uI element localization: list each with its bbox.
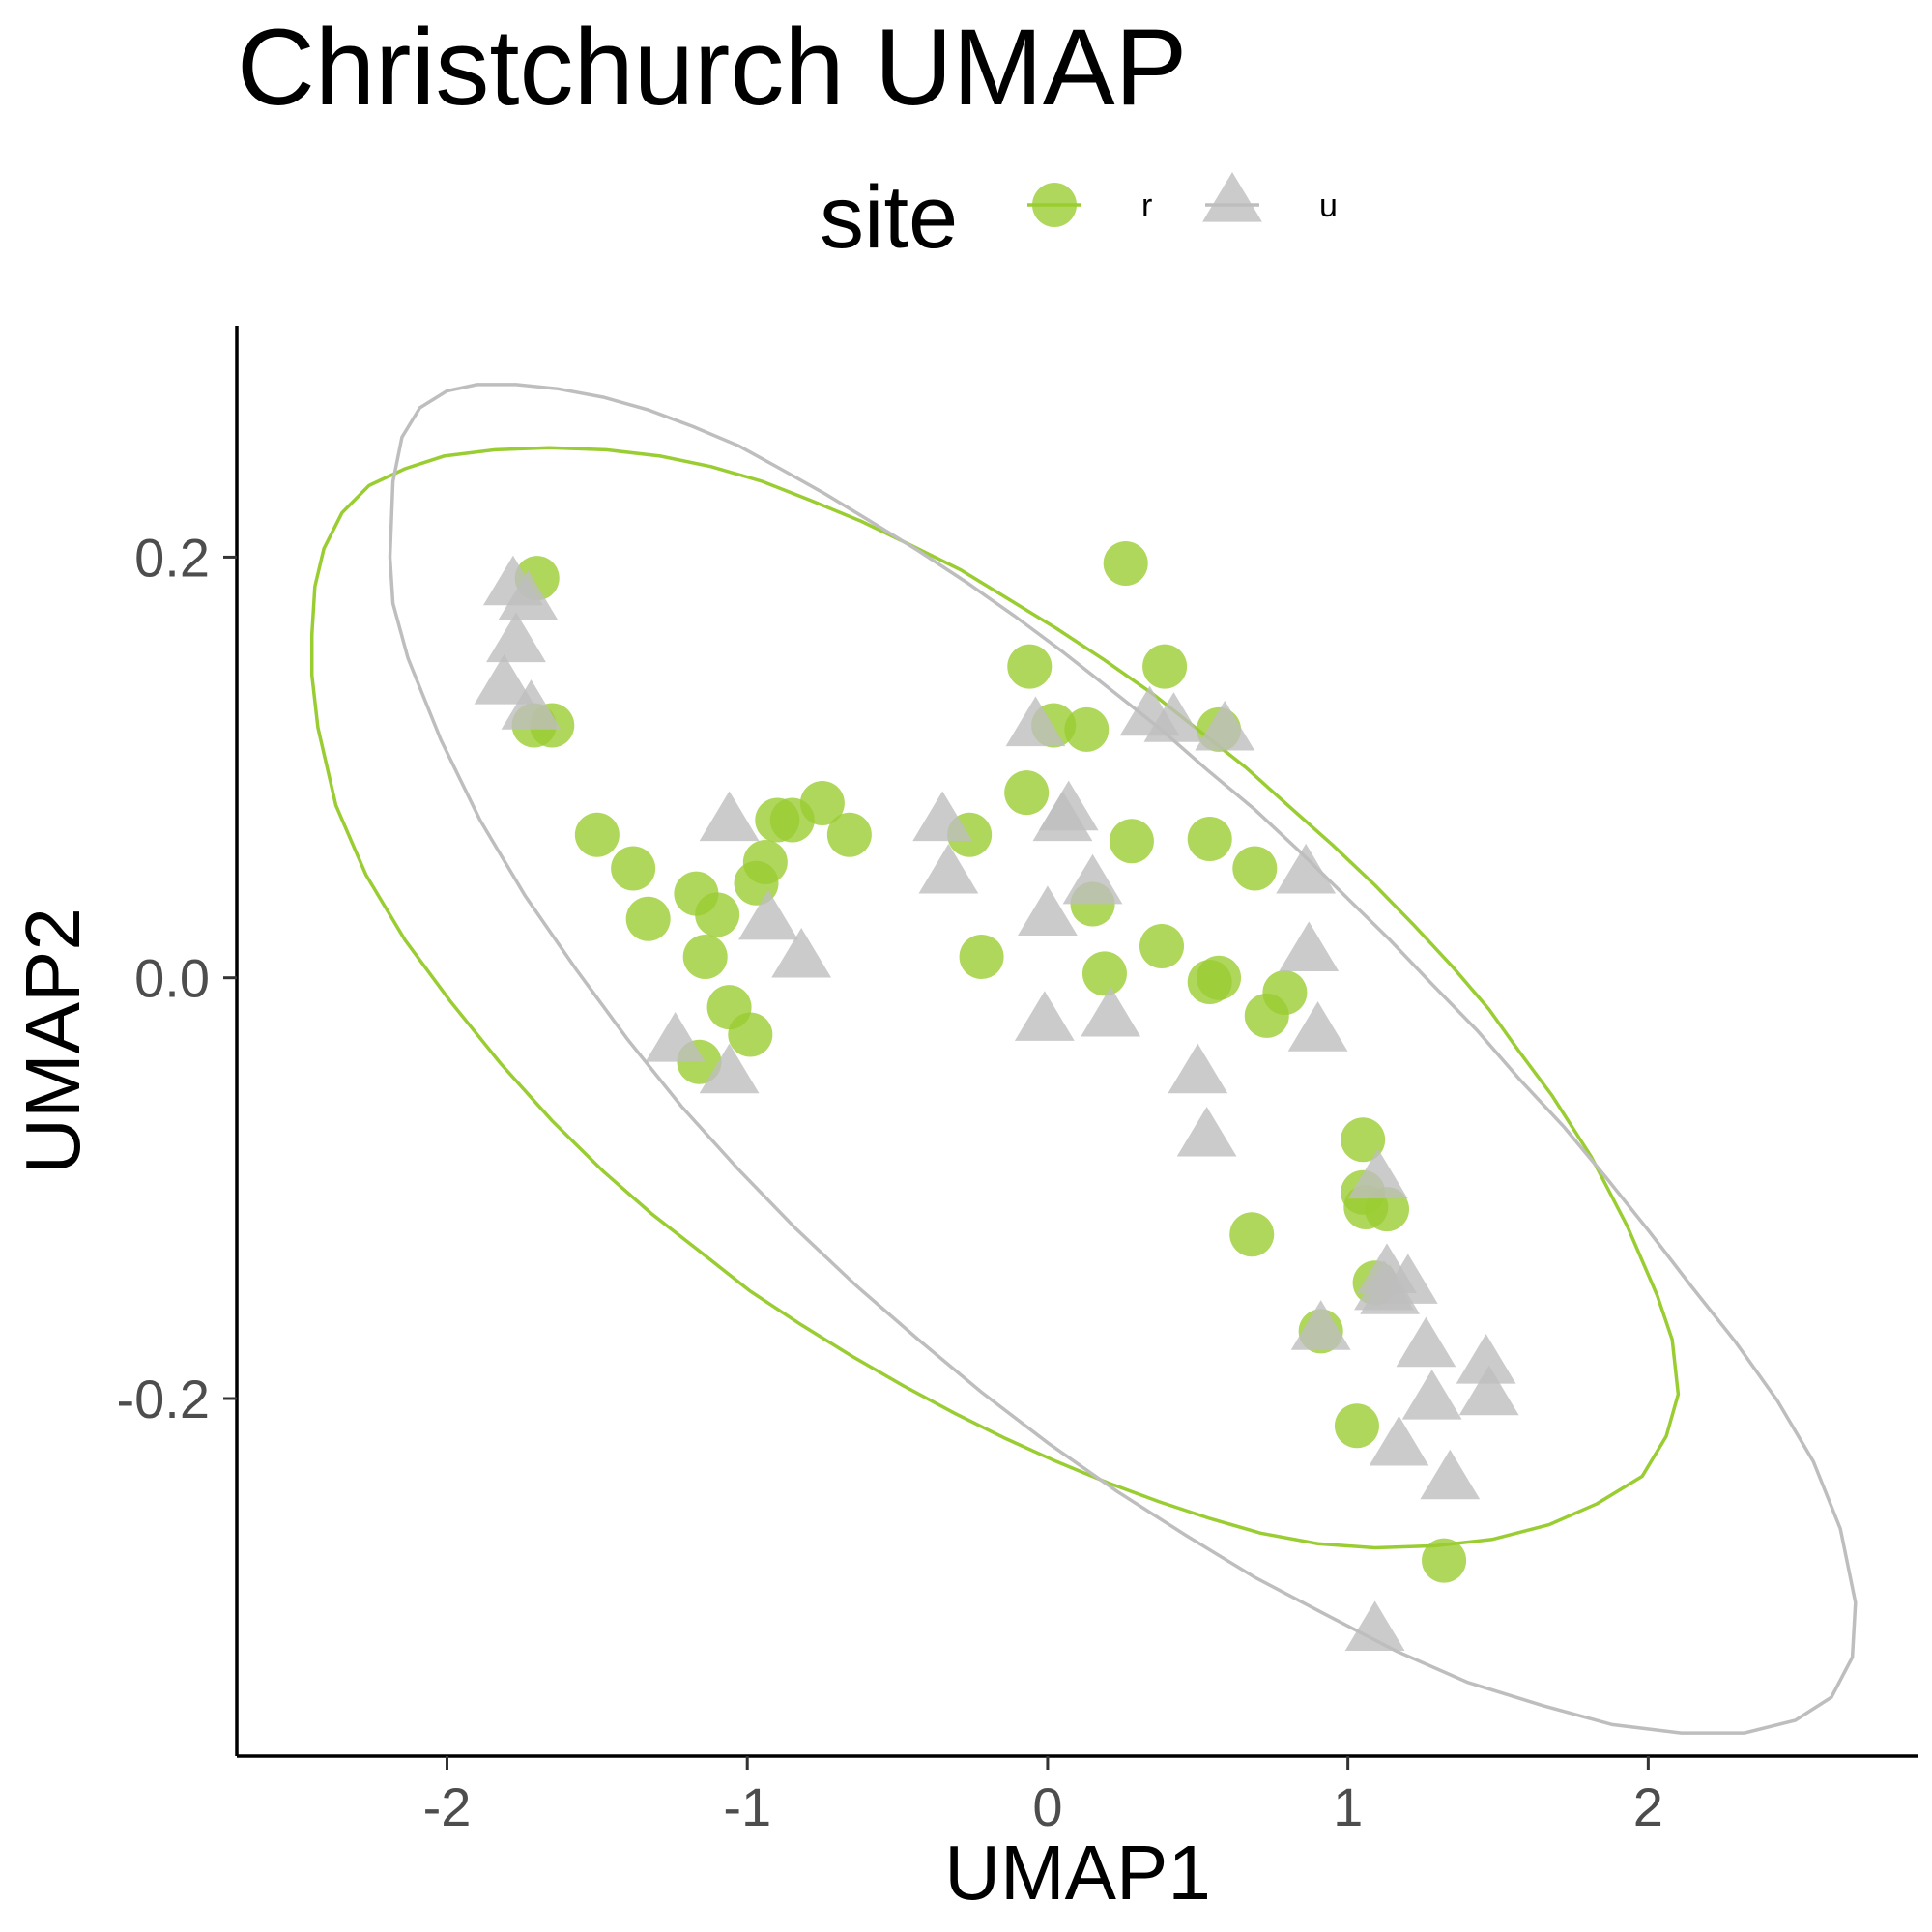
- point-r-44: [1334, 1403, 1379, 1449]
- point-u-22: [1276, 843, 1337, 894]
- point-r-41: [1229, 1212, 1275, 1257]
- point-u-14: [1032, 791, 1093, 842]
- point-u-36: [1458, 1365, 1519, 1416]
- ellipse-u: [388, 383, 1858, 1735]
- point-u-25: [1168, 1043, 1228, 1094]
- point-r-29: [1139, 924, 1184, 969]
- point-u-33: [1396, 1316, 1456, 1368]
- legend-marker-r: [1032, 183, 1077, 227]
- point-r-24: [1103, 540, 1148, 586]
- legend-label-r: r: [1141, 187, 1152, 224]
- point-u-31: [1360, 1264, 1421, 1314]
- point-u-6: [738, 889, 798, 940]
- point-u-11: [918, 843, 979, 894]
- point-u-20: [1143, 692, 1204, 742]
- series-r: [511, 540, 1467, 1583]
- point-u-39: [1344, 1600, 1405, 1652]
- point-r-25: [1142, 644, 1188, 689]
- point-r-4: [611, 846, 656, 891]
- point-r-26: [1109, 819, 1154, 864]
- point-u-26: [1176, 1106, 1237, 1157]
- legend-item-r: r: [1027, 183, 1152, 227]
- confidence-ellipses: [309, 383, 1858, 1735]
- point-r-10: [728, 1012, 773, 1057]
- point-r-21: [1004, 770, 1050, 816]
- x-tick-label: 2: [1633, 1776, 1663, 1837]
- point-u-16: [1062, 853, 1123, 905]
- point-u-7: [771, 927, 832, 978]
- point-r-37: [1341, 1117, 1386, 1163]
- y-tick-label: 0.0: [134, 948, 210, 1009]
- point-u-24: [1287, 1001, 1348, 1052]
- x-tick-label: 1: [1333, 1776, 1363, 1837]
- x-tick-label: 0: [1032, 1776, 1062, 1837]
- point-u-5: [699, 791, 760, 842]
- legend-item-u: u: [1202, 172, 1338, 224]
- point-r-45: [1422, 1538, 1467, 1583]
- x-tick-label: -1: [723, 1776, 771, 1837]
- legend-title: site: [820, 168, 958, 267]
- point-r-16: [799, 781, 845, 826]
- point-u-3: [474, 654, 534, 705]
- point-r-30: [1187, 817, 1232, 862]
- point-u-18: [1081, 986, 1141, 1037]
- point-u-37: [1369, 1415, 1429, 1466]
- data-points: [474, 540, 1519, 1652]
- ellipse-r: [309, 446, 1681, 1550]
- point-r-13: [742, 840, 788, 884]
- chart-title: Christchurch UMAP: [237, 7, 1187, 128]
- point-r-8: [682, 934, 728, 979]
- point-u-1: [498, 569, 559, 620]
- point-u-32: [1290, 1300, 1351, 1350]
- point-r-23: [1064, 706, 1110, 752]
- legend-marker-u: [1202, 172, 1262, 222]
- point-r-19: [959, 934, 1004, 979]
- point-u-10: [912, 791, 973, 842]
- point-r-7: [695, 892, 740, 937]
- point-u-38: [1420, 1449, 1481, 1500]
- y-tick-label: -0.2: [117, 1369, 211, 1429]
- y-axis-title: UMAP2: [10, 908, 96, 1174]
- point-u-17: [1014, 991, 1075, 1041]
- point-u-15: [1018, 885, 1078, 937]
- point-u-4: [501, 679, 562, 730]
- x-axis-title: UMAP1: [944, 1830, 1211, 1916]
- point-r-36: [1244, 993, 1289, 1038]
- point-u-12: [1005, 696, 1066, 747]
- point-u-35: [1401, 1370, 1462, 1420]
- point-r-5: [625, 896, 671, 941]
- series-u: [474, 555, 1519, 1652]
- point-u-8: [645, 1012, 706, 1062]
- point-r-34: [1197, 955, 1242, 1000]
- point-r-20: [1007, 644, 1053, 689]
- point-u-23: [1279, 921, 1340, 972]
- x-axis-ticks: -2 -1 0 1 2: [423, 1756, 1663, 1837]
- point-r-17: [826, 812, 872, 857]
- point-r-33: [1232, 846, 1278, 891]
- point-u-9: [699, 1043, 760, 1094]
- point-r-28: [1081, 951, 1127, 996]
- point-u-27: [1347, 1148, 1408, 1199]
- point-u-34: [1456, 1334, 1516, 1384]
- y-axis-ticks: -0.2 0.0 0.2: [117, 527, 237, 1429]
- point-r-3: [574, 812, 620, 857]
- point-u-21: [1195, 700, 1255, 751]
- point-u-2: [486, 612, 546, 663]
- y-tick-label: 0.2: [134, 527, 210, 588]
- x-tick-label: -2: [423, 1776, 472, 1837]
- legend-label-u: u: [1319, 187, 1338, 224]
